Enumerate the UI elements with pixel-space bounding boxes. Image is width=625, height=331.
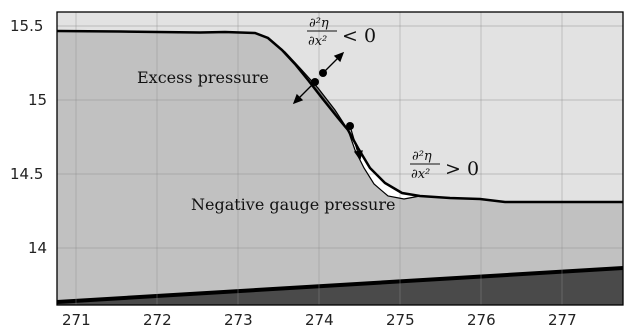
x-tick-label: 275: [386, 311, 415, 329]
math-annotation-top: ∂²η ∂x² < 0: [307, 16, 376, 49]
water-region: [57, 31, 623, 305]
x-tick-label: 271: [62, 311, 91, 329]
plot-border: [56, 11, 624, 306]
gridlines: [57, 12, 623, 305]
y-axis: 15.5 15 14.5 14: [10, 17, 47, 257]
excess-pressure-label: Excess pressure: [137, 68, 269, 87]
negative-gauge-pressure-label: Negative gauge pressure: [191, 195, 395, 214]
x-tick-label: 274: [305, 311, 334, 329]
free-surface-line: [56, 29, 623, 204]
x-tick-label: 277: [548, 311, 577, 329]
math-top-denominator: ∂x²: [308, 34, 327, 49]
bed-line: [56, 266, 624, 304]
y-tick-label: 14: [28, 239, 47, 257]
arrows: [292, 51, 363, 161]
plot-area: [56, 11, 624, 306]
inner-surface-line: [267, 37, 421, 200]
x-tick-label: 273: [224, 311, 253, 329]
y-tick-label: 15.5: [10, 17, 43, 35]
x-tick-label: 272: [143, 311, 172, 329]
math-right-denominator: ∂x²: [411, 167, 430, 182]
y-tick-label: 14.5: [10, 165, 43, 183]
y-tick-label: 15: [28, 91, 47, 109]
math-right-numerator: ∂²η: [412, 149, 432, 164]
math-top-numerator: ∂²η: [309, 16, 329, 31]
math-top-relation: < 0: [342, 25, 376, 47]
x-axis: 271 272 273 274 275 276 277: [62, 311, 577, 329]
x-tick-label: 276: [467, 311, 496, 329]
math-right-relation: > 0: [445, 158, 479, 180]
math-annotation-right: ∂²η ∂x² > 0: [410, 149, 479, 182]
